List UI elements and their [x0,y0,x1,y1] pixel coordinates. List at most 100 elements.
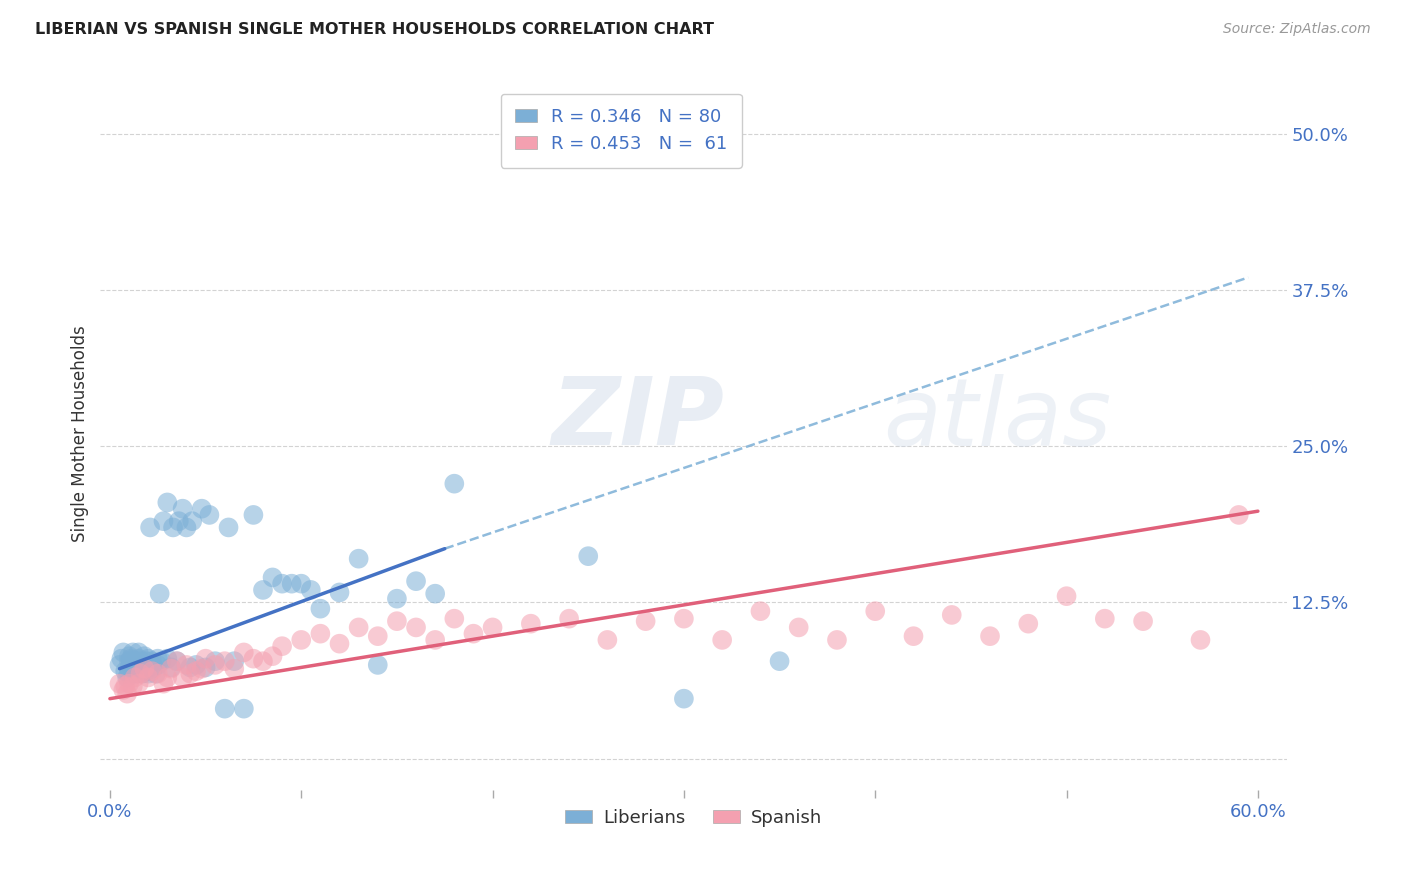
Point [903,629,925,643]
Point [124,662,146,676]
Point [141,664,163,678]
Point [367,657,389,672]
Y-axis label: Single Mother Households: Single Mother Households [72,326,89,542]
Point [118,676,141,690]
Text: ZIP: ZIP [551,374,724,466]
Point [242,651,264,665]
Point [128,645,150,659]
Point [124,670,146,684]
Point [385,614,408,628]
Point [224,654,246,668]
Point [114,679,136,693]
Point [135,654,157,668]
Point [405,574,427,589]
Point [108,676,131,690]
Point [160,660,183,674]
Point [172,501,194,516]
Point [129,662,152,676]
Point [290,576,312,591]
Text: atlas: atlas [883,374,1112,465]
Point [156,495,179,509]
Point [672,691,695,706]
Point [252,582,274,597]
Point [108,657,131,672]
Point [141,662,163,676]
Point [749,604,772,618]
Point [136,670,159,684]
Point [156,651,179,665]
Point [179,660,201,674]
Point [129,666,152,681]
Point [214,701,236,715]
Point [118,662,141,676]
Point [711,632,734,647]
Point [252,654,274,668]
Point [166,654,188,668]
Point [139,520,162,534]
Point [634,614,657,628]
Point [131,666,153,681]
Point [176,657,198,672]
Point [112,645,135,659]
Point [114,664,136,678]
Point [1132,614,1154,628]
Point [1189,632,1212,647]
Point [825,632,848,647]
Point [122,679,145,693]
Point [242,508,264,522]
Point [128,676,150,690]
Point [198,508,221,522]
Point [232,645,254,659]
Point [128,664,150,678]
Point [145,666,167,681]
Point [367,629,389,643]
Point [128,657,150,672]
Point [194,651,217,665]
Point [520,616,543,631]
Point [576,549,599,564]
Point [122,664,145,678]
Text: Source: ZipAtlas.com: Source: ZipAtlas.com [1223,22,1371,37]
Point [443,476,465,491]
Point [328,637,350,651]
Point [129,654,152,668]
Point [110,651,132,665]
Point [328,585,350,599]
Point [347,551,370,566]
Point [131,660,153,674]
Point [262,649,284,664]
Point [176,520,198,534]
Point [463,626,485,640]
Legend: Liberians, Spanish: Liberians, Spanish [558,802,830,834]
Point [1227,508,1250,522]
Point [181,514,204,528]
Point [194,660,217,674]
Point [146,651,169,665]
Point [134,649,156,664]
Point [124,654,146,668]
Point [385,591,408,606]
Point [596,632,619,647]
Point [184,657,207,672]
Point [347,620,370,634]
Point [112,682,135,697]
Point [122,645,145,659]
Point [672,612,695,626]
Point [141,654,163,668]
Point [115,687,138,701]
Point [125,660,148,674]
Point [558,612,581,626]
Point [224,662,246,676]
Point [152,676,174,690]
Point [204,654,226,668]
Point [150,654,173,668]
Point [481,620,503,634]
Point [214,654,236,668]
Point [262,570,284,584]
Point [146,657,169,672]
Point [1056,589,1078,603]
Point [149,587,172,601]
Point [405,620,427,634]
Point [162,520,184,534]
Point [218,520,240,534]
